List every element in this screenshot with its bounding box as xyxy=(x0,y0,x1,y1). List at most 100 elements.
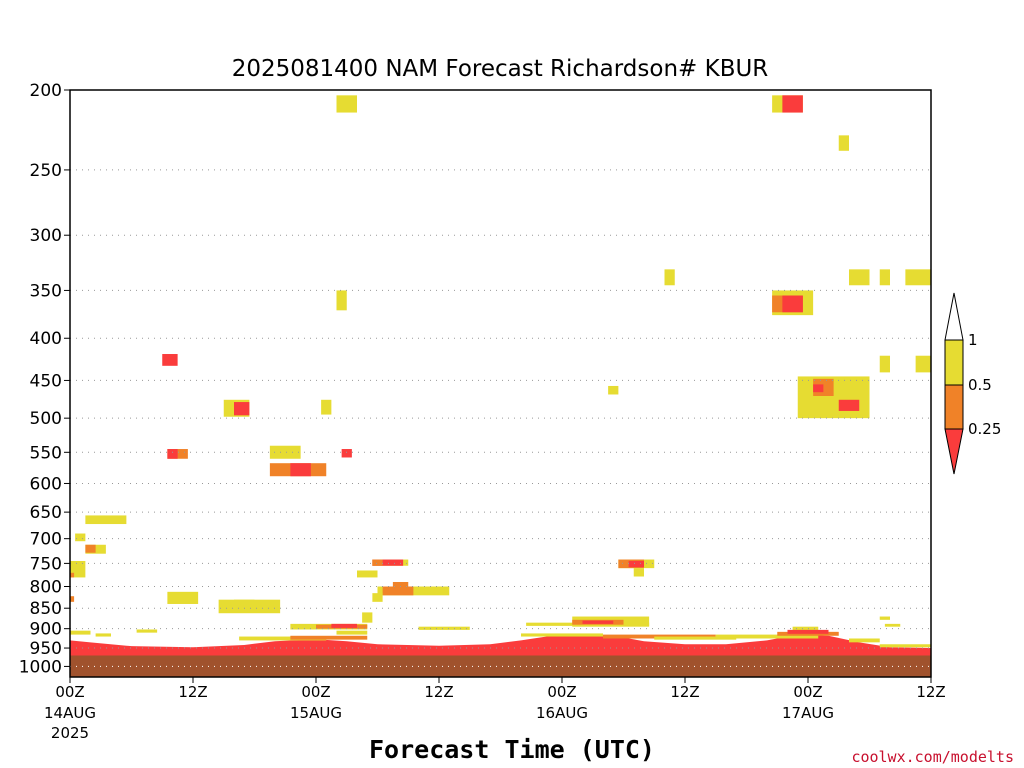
ri-patch xyxy=(879,616,890,620)
ri-patch xyxy=(336,290,347,311)
x-tick-date: 15AUG xyxy=(290,704,342,722)
ri-patch xyxy=(85,515,127,525)
ri-patch xyxy=(75,533,86,542)
y-tick-label: 200 xyxy=(30,81,62,101)
ri-patch xyxy=(849,638,880,643)
plot-frame xyxy=(69,89,932,678)
ri-patch xyxy=(234,599,255,607)
x-tick-label: 12Z xyxy=(916,683,945,701)
ri-patch xyxy=(792,626,819,631)
y-tick-label: 750 xyxy=(30,554,62,574)
y-axis: 200 250 300 350 400 450 500 550 600 650 700 750 8008… xyxy=(19,81,70,677)
x-tick-year: 2025 xyxy=(51,724,89,742)
ri-patch xyxy=(664,269,675,286)
ri-patch xyxy=(884,623,901,627)
y-tick-label: 450 xyxy=(30,371,62,391)
ri-patch xyxy=(879,355,890,373)
ri-patch xyxy=(838,135,849,151)
colorbar-top-arrow xyxy=(944,292,964,341)
colorbar-bottom-arrow xyxy=(944,428,964,475)
x-tick-date: 17AUG xyxy=(782,704,834,722)
colorbar-label: 1 xyxy=(968,331,978,349)
ground-layer xyxy=(70,655,931,677)
ri-patch xyxy=(608,385,619,395)
ri-patch xyxy=(813,384,824,393)
ri-patch xyxy=(269,445,301,459)
ri-patch xyxy=(357,570,378,578)
y-tick-label: 400 xyxy=(30,329,62,349)
ri-patch xyxy=(838,399,860,411)
y-tick-label: 350 xyxy=(30,281,62,301)
ri-patch xyxy=(167,449,178,459)
ri-patch xyxy=(849,269,870,286)
ri-patch xyxy=(95,633,111,637)
ri-patch xyxy=(336,630,368,635)
ri-patch xyxy=(782,295,803,313)
x-tick-label: 12Z xyxy=(670,683,699,701)
ri-patch xyxy=(136,629,158,633)
ri-patch xyxy=(70,596,75,602)
x-tick-label: 12Z xyxy=(424,683,453,701)
y-tick-label: 650 xyxy=(30,503,62,523)
ri-patch xyxy=(628,560,644,568)
y-tick-label: 850 xyxy=(30,599,62,619)
y-tick-label: 800 xyxy=(30,577,62,597)
colorbar-label: 0.25 xyxy=(968,420,1001,438)
ri-patch xyxy=(70,630,91,635)
ri-patch xyxy=(362,612,373,623)
ri-patch xyxy=(167,591,199,604)
x-axis-label: Forecast Time (UTC) xyxy=(369,735,655,764)
chart-title: 2025081400 NAM Forecast Richardson# KBUR xyxy=(232,56,769,82)
y-tick-label: 600 xyxy=(30,474,62,494)
ri-patch xyxy=(341,449,352,458)
ri-patch xyxy=(879,269,890,286)
y-tick-label: 550 xyxy=(30,443,62,463)
ri-patch xyxy=(321,399,332,415)
ri-patch xyxy=(418,626,470,630)
ri-patch xyxy=(290,635,368,640)
ri-patch xyxy=(582,620,614,624)
y-tick-label: 700 xyxy=(30,530,62,550)
y-tick-label: 250 xyxy=(30,161,62,181)
ri-patch xyxy=(654,636,737,640)
colorbar-segment xyxy=(944,384,964,430)
ri-patch xyxy=(382,586,414,596)
y-tick-label: 950 xyxy=(30,639,62,659)
site-credit: coolwx.com/modelts xyxy=(851,748,1014,766)
ri-patch xyxy=(782,95,803,113)
ri-patch xyxy=(787,629,829,634)
plot-area xyxy=(70,95,931,677)
x-axis: 00Z 14AUG 2025 12Z 00Z 15AUG 12Z 00Z 16AUG 12Z 00Z… xyxy=(44,677,946,742)
x-tick-label: 00Z xyxy=(547,683,576,701)
colorbar-segment xyxy=(944,339,964,386)
ri-patch xyxy=(392,581,409,589)
ri-patch xyxy=(915,355,931,373)
ri-patch xyxy=(234,402,250,416)
x-tick-label: 12Z xyxy=(178,683,207,701)
ri-patch xyxy=(70,572,75,578)
y-tick-label: 300 xyxy=(30,226,62,246)
ri-patch xyxy=(336,95,357,113)
colorbar-legend: 1 0.5 0.25 xyxy=(944,292,1001,475)
ri-patch xyxy=(331,623,357,628)
x-tick-label: 00Z xyxy=(793,683,822,701)
ri-patch xyxy=(372,559,404,566)
ri-patch xyxy=(905,269,931,286)
ri-patch xyxy=(290,463,311,477)
x-tick-label: 00Z xyxy=(301,683,330,701)
x-tick-date: 16AUG xyxy=(536,704,588,722)
ri-patch xyxy=(372,559,383,566)
y-tick-label: 900 xyxy=(30,620,62,640)
ri-patch xyxy=(372,593,383,602)
ri-patch xyxy=(879,644,931,648)
ri-patch xyxy=(239,636,327,641)
colorbar-label: 0.5 xyxy=(968,376,992,394)
surface-layer-band xyxy=(70,634,931,656)
x-tick-date: 14AUG xyxy=(44,704,96,722)
ri-patch xyxy=(85,544,96,553)
x-tick-label: 00Z xyxy=(55,683,84,701)
ri-patch xyxy=(603,634,716,639)
ri-patch xyxy=(633,568,644,577)
ri-patch xyxy=(715,634,819,639)
